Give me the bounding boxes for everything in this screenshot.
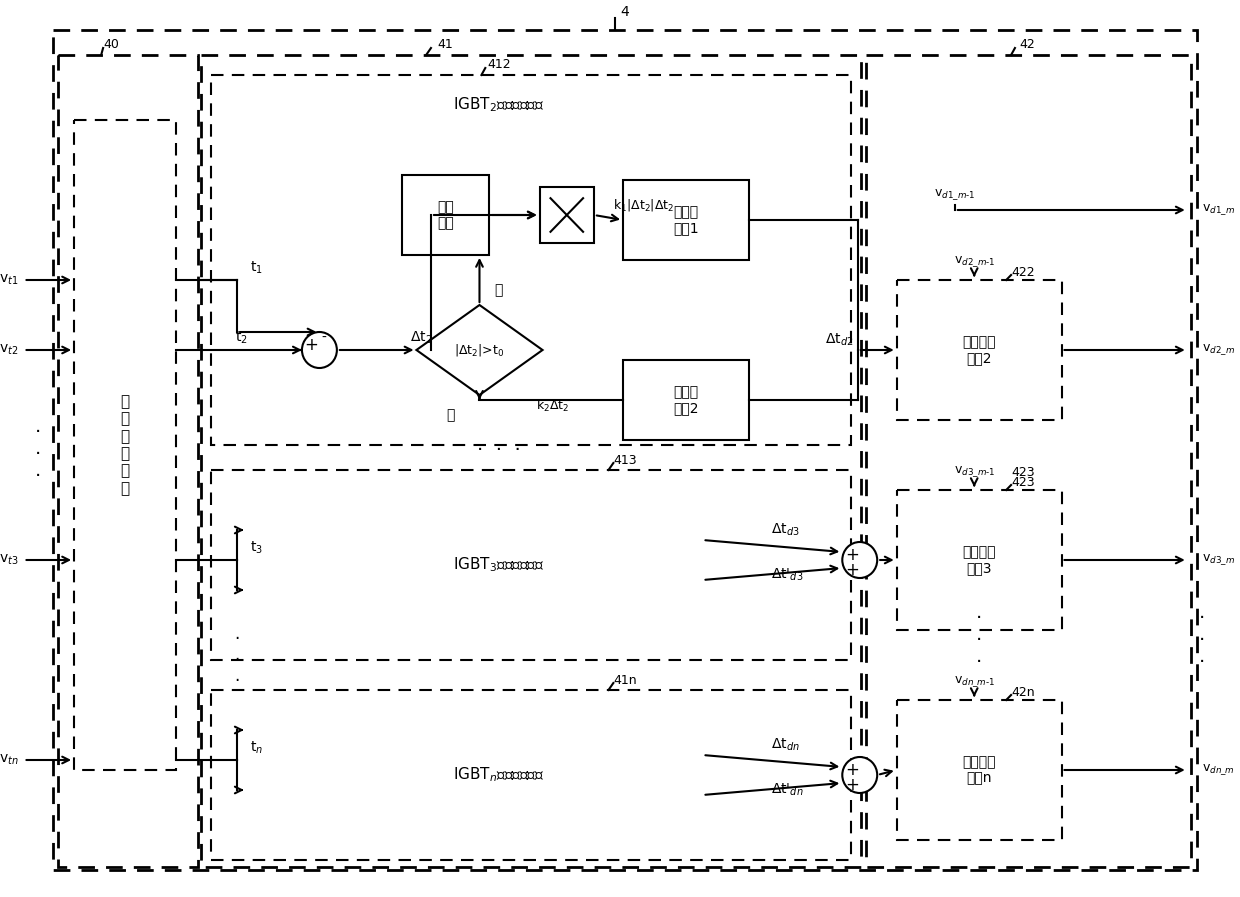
Text: 比例调
节器2: 比例调 节器2 (673, 385, 699, 415)
Text: t$_n$: t$_n$ (249, 740, 263, 756)
Text: +: + (844, 761, 859, 779)
Bar (897, 490, 1061, 630)
Text: +: + (844, 776, 859, 794)
Text: ·
·
·: · · · (35, 423, 41, 486)
Text: 41: 41 (438, 39, 454, 51)
Text: 423: 423 (1011, 475, 1034, 489)
Text: $\Delta$t'$_{d3}$: $\Delta$t'$_{d3}$ (770, 567, 804, 583)
Text: ·  ·  ·: · · · (477, 440, 521, 459)
Text: $\Delta$t$_{d2}$: $\Delta$t$_{d2}$ (825, 332, 853, 348)
Text: v$_{tn}$: v$_{tn}$ (0, 753, 19, 767)
Bar (211, 470, 851, 660)
Text: $\Delta$t$_{dn}$: $\Delta$t$_{dn}$ (770, 736, 800, 753)
Text: $\Delta$t'$_{dn}$: $\Delta$t'$_{dn}$ (770, 782, 804, 798)
Text: $\Delta$t$_{d3}$: $\Delta$t$_{d3}$ (770, 522, 799, 538)
Text: v$_{d1\_m\text{-}1}$: v$_{d1\_m\text{-}1}$ (934, 187, 976, 203)
Bar (211, 75, 851, 445)
Text: 边沿延时
单元n: 边沿延时 单元n (962, 755, 996, 785)
Text: 41n: 41n (614, 674, 637, 686)
Text: ·
·
·: · · · (1199, 608, 1205, 672)
Bar (622, 360, 749, 440)
Text: k$_1$|$\Delta$t$_2$|$\Delta$t$_2$: k$_1$|$\Delta$t$_2$|$\Delta$t$_2$ (614, 197, 675, 213)
Bar (866, 55, 1190, 867)
Bar (897, 280, 1061, 420)
Text: 时
间
提
取
单
元: 时 间 提 取 单 元 (120, 394, 129, 496)
Text: v$_{dn\_m}$: v$_{dn\_m}$ (1203, 762, 1235, 778)
Bar (57, 55, 198, 867)
Text: 422: 422 (1011, 266, 1034, 278)
Text: k$_2$$\Delta$t$_2$: k$_2$$\Delta$t$_2$ (536, 398, 569, 414)
Polygon shape (417, 305, 543, 395)
Text: 413: 413 (614, 454, 637, 466)
Circle shape (842, 542, 877, 578)
Text: t$_1$: t$_1$ (250, 260, 263, 276)
Bar (211, 690, 851, 860)
Text: 是: 是 (495, 283, 503, 297)
Bar (897, 700, 1061, 840)
Circle shape (303, 332, 337, 368)
Text: v$_{d2\_m}$: v$_{d2\_m}$ (1203, 343, 1235, 357)
Text: 42n: 42n (1011, 685, 1034, 699)
Text: 40: 40 (103, 39, 119, 51)
Text: v$_{t2}$: v$_{t2}$ (0, 343, 19, 357)
Bar (402, 175, 490, 255)
Text: v$_{t1}$: v$_{t1}$ (0, 273, 19, 287)
Text: 边沿延时
单元3: 边沿延时 单元3 (962, 544, 996, 575)
Text: t$_3$: t$_3$ (250, 540, 263, 556)
Bar (74, 120, 176, 770)
Text: +: + (844, 546, 859, 564)
Text: IGBT$_2$均压调节单元: IGBT$_2$均压调节单元 (453, 96, 544, 114)
Text: 412: 412 (487, 58, 511, 72)
Text: 423: 423 (1011, 466, 1034, 478)
Text: t$_2$: t$_2$ (236, 330, 248, 346)
Text: v$_{d3\_m\text{-}1}$: v$_{d3\_m\text{-}1}$ (954, 465, 994, 479)
Text: IGBT$_n$均压调节单元: IGBT$_n$均压调节单元 (453, 766, 544, 784)
Text: IGBT$_3$均压调节单元: IGBT$_3$均压调节单元 (453, 555, 544, 574)
Text: 否: 否 (446, 408, 455, 422)
Text: v$_{d3\_m}$: v$_{d3\_m}$ (1203, 553, 1235, 568)
Bar (539, 187, 594, 243)
Text: ·
·
·: · · · (234, 631, 239, 690)
Circle shape (842, 757, 877, 793)
Text: +: + (305, 336, 319, 354)
Text: v$_{t3}$: v$_{t3}$ (0, 553, 19, 567)
Text: $\Delta$t$_2$: $\Delta$t$_2$ (410, 330, 433, 346)
Text: -: - (322, 331, 326, 345)
Text: v$_{dn\_m\text{-}1}$: v$_{dn\_m\text{-}1}$ (954, 675, 994, 690)
Text: +: + (844, 561, 859, 579)
Text: v$_{d2\_m\text{-}1}$: v$_{d2\_m\text{-}1}$ (954, 255, 994, 269)
Text: 比例调
节器1: 比例调 节器1 (673, 205, 699, 235)
Bar (201, 55, 861, 867)
Text: 取绝
对値: 取绝 对値 (438, 200, 454, 231)
Text: 4: 4 (620, 5, 630, 19)
Text: 边沿延时
单元2: 边沿延时 单元2 (962, 335, 996, 365)
Text: |$\Delta$t$_2$|>t$_0$: |$\Delta$t$_2$|>t$_0$ (454, 342, 505, 358)
Text: ·
·
·: · · · (976, 608, 982, 672)
Bar (622, 180, 749, 260)
Text: 42: 42 (1019, 39, 1035, 51)
Text: v$_{d1\_m}$: v$_{d1\_m}$ (1203, 203, 1235, 217)
